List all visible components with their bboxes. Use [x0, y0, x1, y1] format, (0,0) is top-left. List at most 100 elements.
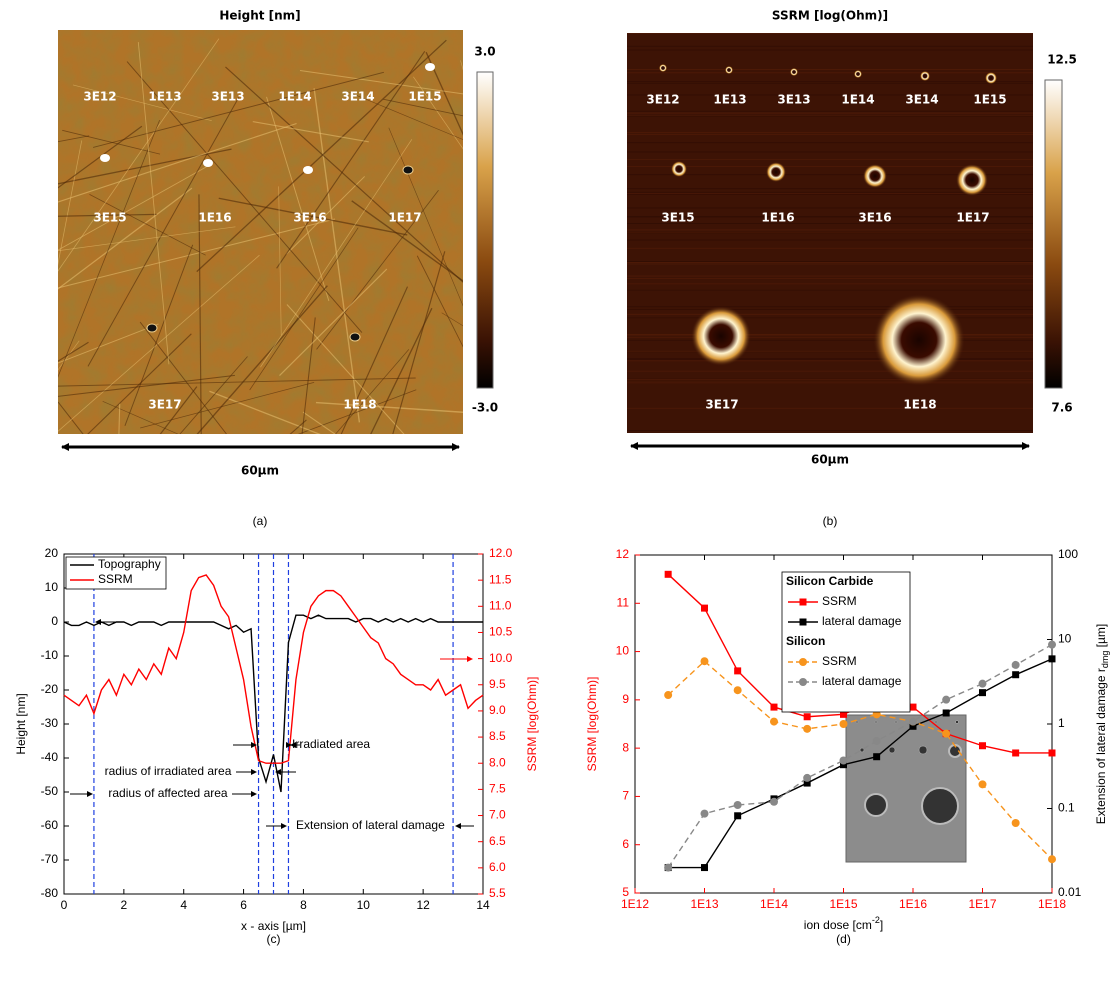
marker — [665, 571, 672, 578]
colorbar-label: 7.6 — [1051, 401, 1072, 415]
y2-tick-label: 100 — [1058, 547, 1078, 561]
inset-spot — [865, 794, 887, 816]
marker — [979, 780, 987, 788]
marker — [770, 798, 778, 806]
spot-label: 3E13 — [211, 90, 244, 104]
y-tick-label: 6 — [622, 837, 629, 851]
y-tick-label: -80 — [41, 886, 59, 900]
y2-tick-label: 7.0 — [489, 808, 506, 822]
spot — [659, 64, 667, 72]
marker — [909, 718, 917, 726]
caption: (d) — [836, 932, 851, 946]
legend-label: lateral damage — [822, 674, 902, 688]
marker — [910, 704, 917, 711]
y2-tick-label: 12.0 — [489, 546, 513, 560]
spot-label: 3E13 — [777, 93, 810, 107]
annotation: Irradiated area — [292, 737, 370, 751]
spot-label: 3E15 — [661, 211, 694, 225]
y-tick-label: -20 — [41, 682, 59, 696]
x-tick-label: 0 — [61, 898, 68, 912]
marker — [1049, 655, 1056, 662]
spot-label: 3E17 — [705, 398, 738, 412]
marker — [664, 864, 672, 872]
y2-tick-label: 1 — [1058, 716, 1065, 730]
legend-group: Silicon Carbide — [786, 574, 874, 588]
inset-spot — [935, 721, 937, 723]
spot — [920, 71, 930, 81]
spot-label: 1E15 — [973, 93, 1006, 107]
marker — [1048, 641, 1056, 649]
marker — [1049, 749, 1056, 756]
x-tick-label: 1E16 — [899, 897, 927, 911]
annotation: Extension of lateral damage — [296, 818, 445, 832]
marker — [664, 691, 672, 699]
inset-spot — [895, 721, 897, 723]
colorbar — [477, 72, 493, 388]
y2-tick-label: 11.0 — [489, 598, 512, 612]
y-tick-label: 12 — [616, 547, 630, 561]
x-tick-label: 1E18 — [1038, 897, 1066, 911]
y-tick-label: -40 — [41, 750, 59, 764]
spot — [725, 66, 733, 74]
marker — [942, 730, 950, 738]
legend-marker — [799, 678, 807, 686]
marker — [803, 725, 811, 733]
x-tick-label: 2 — [121, 898, 128, 912]
legend-label: SSRM — [822, 594, 857, 608]
marker — [803, 774, 811, 782]
axis-title-part: Extension of lateral damage r — [1094, 668, 1108, 824]
marker — [701, 657, 709, 665]
x-tick-label: 1E14 — [760, 897, 788, 911]
figure: Height [nm] 3E12 1E13 3E13 1E14 3E14 1E15 3E15 1… — [0, 0, 1118, 984]
y-tick-label: 10 — [616, 644, 630, 658]
spot — [873, 294, 965, 386]
marker — [840, 756, 848, 764]
inset-spot — [919, 746, 927, 754]
marker — [701, 810, 709, 818]
y2-tick-label: 10.0 — [489, 651, 513, 665]
marker — [734, 801, 742, 809]
caption: (c) — [267, 932, 281, 946]
inset-spot — [956, 721, 959, 724]
spot — [425, 63, 435, 71]
marker — [979, 742, 986, 749]
x-tick-label: 1E13 — [690, 897, 718, 911]
y2-tick-label: 0.01 — [1058, 885, 1082, 899]
y-tick-label: 9 — [622, 692, 629, 706]
y2-tick-label: 8.5 — [489, 729, 506, 743]
colorbar-label: -3.0 — [472, 401, 498, 415]
inset-spot — [856, 721, 858, 723]
legend-label: SSRM — [822, 654, 857, 668]
legend-label: SSRM — [98, 572, 133, 586]
y2-tick-label: 5.5 — [489, 886, 506, 900]
spot-label: 3E15 — [93, 211, 126, 225]
y-tick-label: -70 — [41, 852, 59, 866]
annotation: radius of affected area — [108, 786, 228, 800]
x-tick-label: 8 — [300, 898, 307, 912]
map-title: Height [nm] — [219, 9, 300, 23]
spot-label: 3E12 — [83, 90, 116, 104]
axis-title: SSRM [log(Ohm)] — [525, 677, 539, 772]
marker — [943, 709, 950, 716]
y-tick-label: 10 — [45, 580, 59, 594]
spot-label: 3E16 — [293, 211, 326, 225]
spot-label: 3E14 — [341, 90, 374, 104]
y2-tick-label: 11.5 — [489, 572, 512, 586]
spot-label: 1E16 — [761, 211, 794, 225]
y-tick-label: -60 — [41, 818, 59, 832]
y-tick-label: -10 — [41, 648, 59, 662]
map-title: SSRM [log(Ohm)] — [772, 9, 888, 23]
legend-marker — [800, 619, 807, 626]
x-tick-label: 1E17 — [968, 897, 996, 911]
spot-label: 1E15 — [408, 90, 441, 104]
marker — [1012, 749, 1019, 756]
colorbar-label: 12.5 — [1047, 53, 1077, 67]
inset-spot — [922, 788, 958, 824]
y2-tick-label: 9.0 — [489, 703, 506, 717]
x-tick-label: 14 — [476, 898, 490, 912]
spot-label: 1E13 — [148, 90, 181, 104]
legend-label: lateral damage — [822, 614, 902, 628]
marker — [1012, 661, 1020, 669]
marker — [873, 753, 880, 760]
axis-title-part: dmg — [1100, 651, 1110, 669]
